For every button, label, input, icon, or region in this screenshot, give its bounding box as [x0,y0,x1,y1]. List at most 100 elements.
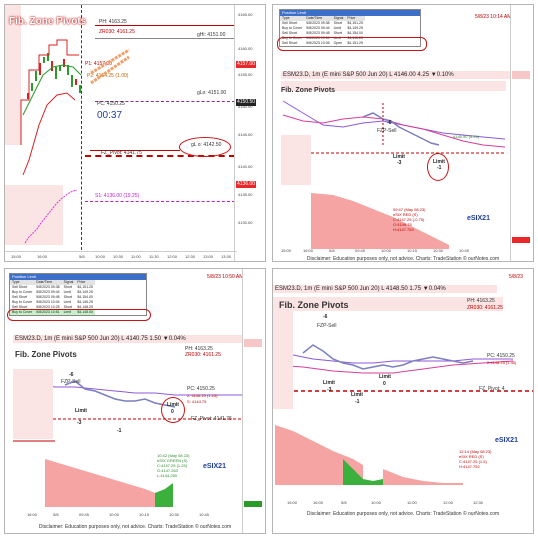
signal-count: -6 [69,372,74,378]
table-row[interactable]: Buy to Cover 5/8/2023 09:44 Limit $4,149.25 [12,290,93,294]
table-row[interactable]: Buy to Cover 5/8/2023 10:51 Limit $4,148.00 [10,310,95,315]
price-chart-3 [13,376,245,507]
symbol-header: ESM23.D, 1m (E mini S&P 500 Jun 20) L 41… [273,285,497,293]
indicator-name: eSIX21 [467,215,490,222]
time-tick: 12:30 [473,500,484,505]
time-tick: 15:00 [287,500,298,505]
time-tick: 10:15 [139,512,150,517]
time-tick: 11:00 [407,500,417,505]
highlight-oval [427,153,449,181]
col-header: Signal [331,16,346,21]
chart-date: 5/8/23 10:50 AM [207,274,244,280]
price-tag-green [244,501,262,507]
pc-label: PC: 4150.25 [97,101,125,107]
time-tick: 13:00 [203,254,214,259]
orders-window[interactable]: Position Limit Type Date/Time Signal Pri… [279,9,421,47]
time-tick: 11:30 [149,254,159,259]
table-row[interactable]: Buy to Cover 5/8/2023 09:44 Limit $4,149.25 [282,26,363,30]
price-tick: 4150.00 [238,104,253,109]
signal-count: -3 [327,387,332,393]
limit-label: Limit [379,374,391,380]
time-tick: 10:30 [113,254,124,259]
table-row[interactable]: Sell Short 5/8/2023 09:38 Short $4,151.25 [12,285,93,289]
panel-title: Fib. Zone Pivots [9,16,87,27]
col-header: Signal [61,280,76,285]
panel-title: Fib. Zone Pivots [281,87,336,94]
level-label: S: 4144.75 [187,399,207,404]
zr-label: ZR030: 4161.25 [467,305,503,311]
limit-label: Limit [323,380,335,386]
table-row[interactable]: Buy to Cover 5/8/2023 10:04 Limit $4,146.25 [282,36,363,40]
candle [63,59,65,67]
time-tick: 10:30 [169,512,180,517]
p1-label: P1: 4157.00 [85,61,112,67]
orders-table: Type Date/Time Signal Price Sell Short 5/… [280,16,365,46]
orders-window[interactable]: Position Limit Type Date/Time Signal Pri… [9,273,147,316]
candle [43,57,45,63]
chart-panel-1: Fib. Zone Pivots PH: 4163.25 ZR030: 4161… [4,4,266,262]
table-row[interactable]: Sell Short 5/8/2023 09:48 Short $4,154.00 [12,295,93,299]
candle [79,85,81,93]
col-header: Date/Time [34,280,62,285]
fz-label: FZ_Pivot: 4 [479,386,505,392]
table-row[interactable]: Buy to Cover 5/8/2023 10:04 Limit $4,146.25 [12,300,93,304]
indicator-readout: 10:42 (May 08 23) eSIX GREEN (S) C:4147.… [157,453,190,478]
price-tick: 4135.00 [238,192,253,197]
lower-shade [5,185,63,245]
s1-line [85,201,235,202]
symbol-header: ESM23.D, 1m (E mini S&P 500 Jun 20) L 41… [13,335,245,343]
time-tick: 5/8 [53,512,59,517]
disclaimer-footer: Disclaimer: Education purposes only, not… [38,524,232,530]
signal-count: -6 [387,120,392,126]
col-header: Price [345,16,365,21]
table-row[interactable]: Sell Short 5/8/2023 09:38 Short $4,151.25 [282,21,363,25]
time-tick: 16:00 [37,254,48,259]
limit-label: Limit [75,408,87,414]
chart-panel-4: ESM23.D, 1m (E mini S&P 500 Jun 20) L 41… [272,268,534,534]
time-tick: 5/8 [79,254,85,259]
time-tick: 5/8 [329,248,335,253]
pc-label: PC: 4150.25 [487,353,515,359]
time-tick: 12:00 [443,500,454,505]
lower-shade [281,135,311,185]
table-row[interactable]: Sell Short 5/8/2023 10:05 Open $4,151.25 [282,41,363,45]
level-label: 2: 4146.25 (1.25) [187,393,218,398]
time-tick: 10:30 [433,248,444,253]
price-tick: 4160.00 [238,46,253,51]
chart-date: 5/8/23 10:14 AM [475,14,512,20]
candle [47,53,49,61]
indicator-name: eSIX21 [203,463,226,470]
table-row[interactable]: Sell Short 5/8/2023 10:25 Short $4,148.25 [12,305,93,309]
time-tick: 12:30 [185,254,196,259]
price-tick: 4130.00 [238,220,253,225]
highlight-oval [7,309,151,321]
orders-window-title: Position Limit [10,274,146,280]
price-tag-red [512,237,530,243]
candle [35,71,37,81]
col-header: Date/Time [304,16,332,21]
pc-label: PC: 4150.25 [187,386,215,392]
price-tag-red: 4136.00 [236,181,257,188]
fz-line [85,155,235,157]
signal-count: -3 [397,160,402,166]
time-tick: 10:45 [199,512,210,517]
price-axis [510,5,533,261]
limit-label: Limit [393,154,405,160]
price-chart-1 [20,39,130,244]
candle [39,63,41,75]
level-label: 4145.50 (5.25) [453,134,480,139]
fz-label: FZ_Pivot: 4141.75 [101,150,142,156]
disclaimer-footer: Disclaimer: Education purposes only, not… [306,256,500,262]
price-axis: 4165.00 4160.00 4155.00 4150.00 4145.00 … [234,5,265,261]
signal-count: -1 [117,428,122,434]
zr-label: ZR030: 4161.25 [185,352,221,358]
time-tick: 15:00 [281,248,292,253]
price-chart-4 [273,344,533,485]
col-header: Type [10,280,35,285]
symbol-header: ESM23.D, 1m (E mini S&P 500 Jun 20) L 41… [281,71,510,79]
table-row[interactable]: Sell Short 5/8/2023 09:48 Short $4,154.00 [282,31,363,35]
col-header: Type [280,16,305,21]
zr-label: ZR030: 4161.25 [99,29,135,35]
ph-label: PH: 4163.25 [99,19,127,25]
lower-shade [273,309,293,409]
